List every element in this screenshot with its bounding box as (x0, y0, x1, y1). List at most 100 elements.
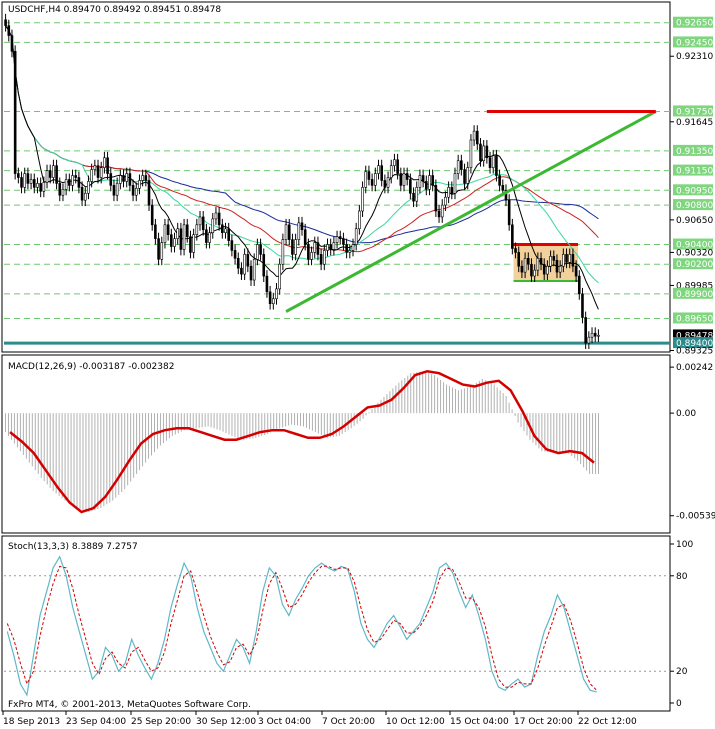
candle-body (463, 169, 466, 184)
candle (482, 140, 485, 167)
candle-body (501, 185, 505, 191)
candle (590, 327, 594, 344)
price-tick-label: 0.89650 (676, 314, 713, 324)
stoch-tick-label: 100 (676, 540, 693, 550)
candle-body (83, 192, 87, 201)
price-tag-box (673, 337, 713, 349)
candle (236, 252, 240, 275)
candle-body (141, 175, 144, 181)
candle (348, 244, 352, 259)
candle-body (326, 244, 329, 251)
candle-body (201, 216, 205, 231)
candle (227, 222, 230, 247)
candle-body (584, 317, 587, 344)
candle-body (389, 165, 393, 178)
candle-body (574, 265, 578, 277)
time-tick-label: 15 Oct 04:00 (450, 717, 509, 727)
candle (55, 159, 58, 190)
candle-body (523, 258, 527, 273)
candle (208, 226, 211, 249)
price-tag-box (673, 144, 713, 156)
candle (402, 167, 406, 192)
candle (170, 228, 173, 253)
candle-body (131, 185, 135, 196)
candle-body (224, 228, 227, 233)
stoch-panel-frame (1, 535, 671, 712)
candle-body (42, 182, 46, 192)
candle (262, 248, 266, 282)
candle-body (479, 143, 482, 162)
candle-body (428, 175, 431, 190)
candle-body (338, 236, 342, 239)
candle-body (310, 252, 313, 260)
candle (185, 218, 189, 243)
candle-body (460, 160, 463, 170)
candle-body (68, 179, 71, 186)
candle (396, 153, 399, 180)
stoch-tick-label: 80 (676, 572, 688, 582)
candle (460, 154, 463, 176)
candle (211, 212, 215, 239)
candle-body (36, 183, 39, 188)
price-tick-label: 0.90400 (676, 241, 713, 251)
candle (565, 248, 568, 269)
candle (316, 236, 320, 261)
candle-body (93, 165, 97, 170)
candle-body (52, 165, 55, 178)
time-tick-label: 3 Oct 04:00 (258, 717, 311, 727)
candle-body (354, 228, 358, 245)
candle-body (182, 224, 186, 250)
candle (93, 159, 97, 176)
candle-body (243, 254, 246, 275)
candle-body (256, 244, 259, 260)
price-tag-box (673, 238, 713, 250)
candle-body (421, 175, 425, 182)
macd-tick-label: 0.00242 (676, 363, 713, 373)
candle (42, 176, 46, 198)
candle (377, 159, 380, 180)
candle-body (125, 173, 129, 182)
candle (456, 154, 460, 180)
candle-body (520, 265, 524, 273)
candle-body (189, 236, 192, 253)
candle (351, 238, 355, 257)
candle (71, 169, 74, 192)
candle (574, 260, 578, 282)
candle-body (13, 51, 17, 174)
candle (504, 184, 508, 207)
candle (74, 169, 78, 184)
candle-body (249, 265, 253, 281)
candle (150, 199, 154, 231)
candle-body (134, 188, 138, 196)
price-tag-box (673, 329, 713, 341)
candle (214, 207, 218, 225)
candle (584, 311, 587, 350)
candle (546, 260, 549, 281)
candle-body (370, 179, 374, 186)
candle (539, 252, 543, 271)
candle-body (587, 336, 591, 344)
candle (10, 29, 14, 58)
candle (240, 262, 243, 281)
candle-body (233, 250, 237, 259)
candle-body (313, 242, 317, 253)
candle (358, 205, 361, 235)
candle (409, 173, 412, 200)
candle-body (571, 254, 575, 267)
candle-body (147, 180, 151, 206)
price-tag-box (673, 199, 713, 211)
candle (7, 19, 11, 42)
candle (444, 191, 447, 212)
price-tag-box (673, 36, 713, 48)
time-tick-label: 25 Sep 20:00 (131, 717, 191, 727)
candle-body (157, 238, 160, 260)
candle-body (99, 167, 103, 178)
candle (555, 254, 559, 279)
candle-body (367, 171, 371, 180)
time-tick-label: 18 Sep 2013 (3, 717, 60, 727)
candle (106, 151, 109, 180)
candle-body (128, 173, 132, 186)
candle-body (511, 224, 514, 249)
macd-tick-label: 0.00 (676, 409, 696, 419)
